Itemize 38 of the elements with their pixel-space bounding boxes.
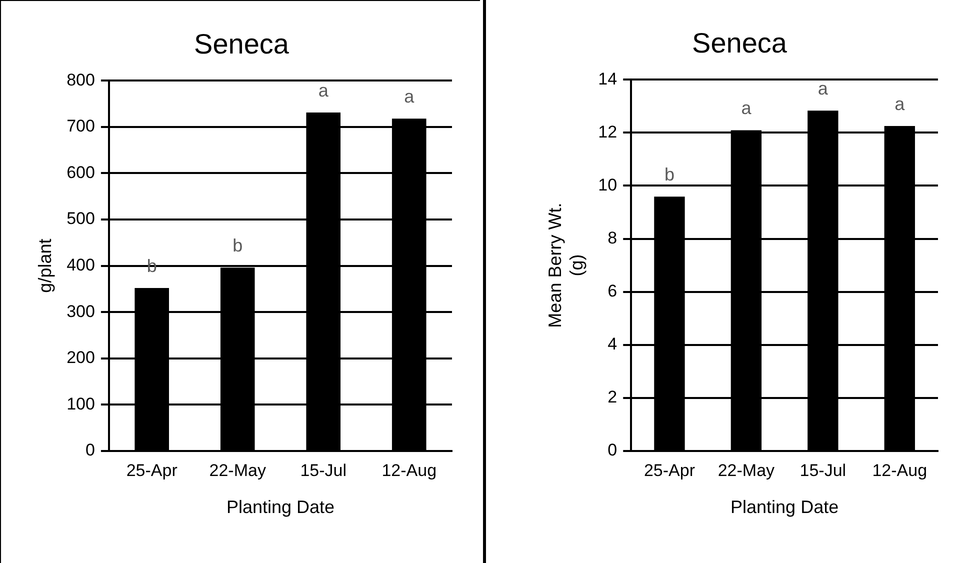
y-tick-label: 100 <box>66 394 95 414</box>
y-tick-label: 12 <box>598 122 618 142</box>
x-tick-label: 12-Aug <box>872 460 928 480</box>
x-tick-label: 15-Jul <box>800 460 846 480</box>
y-tick-label: 2 <box>608 388 618 407</box>
y-tick-label: 600 <box>66 162 95 182</box>
chart-title: Seneca <box>194 28 290 60</box>
chart-title: Seneca <box>692 28 788 59</box>
y-axis-title: g/plant <box>34 238 55 293</box>
x-tick-label: 15-Jul <box>300 460 347 480</box>
x-tick-label: 22-May <box>718 460 776 480</box>
y-tick-label: 14 <box>598 69 618 88</box>
y-tick-label: 800 <box>66 70 95 90</box>
x-axis-title: Planting Date <box>730 497 839 518</box>
y-tick-label: 200 <box>66 348 95 368</box>
annotation: a <box>318 80 330 101</box>
x-tick-label: 25-Apr <box>126 460 178 480</box>
x-tick-label: 22-May <box>209 460 266 480</box>
y-tick-label: 10 <box>598 175 618 194</box>
y-axis-title: Mean Berry Wt. (g) <box>544 202 586 328</box>
annotation: a <box>894 94 906 114</box>
annotation: a <box>741 98 752 118</box>
x-tick-label: 12-Aug <box>382 460 437 480</box>
annotation: b <box>664 164 674 185</box>
y-tick-label: 0 <box>608 440 618 460</box>
y-tick-label: 8 <box>608 228 618 248</box>
x-tick-label: 25-Apr <box>644 460 696 480</box>
annotation: a <box>404 86 416 107</box>
x-axis-title: Planting Date <box>226 497 335 518</box>
y-tick-label: 6 <box>608 282 618 301</box>
annotation: b <box>232 236 243 256</box>
annotation: a <box>818 78 829 99</box>
y-tick-label: 400 <box>66 255 95 274</box>
y-tick-label: 300 <box>66 302 95 321</box>
y-tick-label: 700 <box>66 116 95 136</box>
y-tick-label: 4 <box>608 334 618 354</box>
y-tick-label: 500 <box>66 209 95 228</box>
y-tick-label: 0 <box>85 440 95 460</box>
